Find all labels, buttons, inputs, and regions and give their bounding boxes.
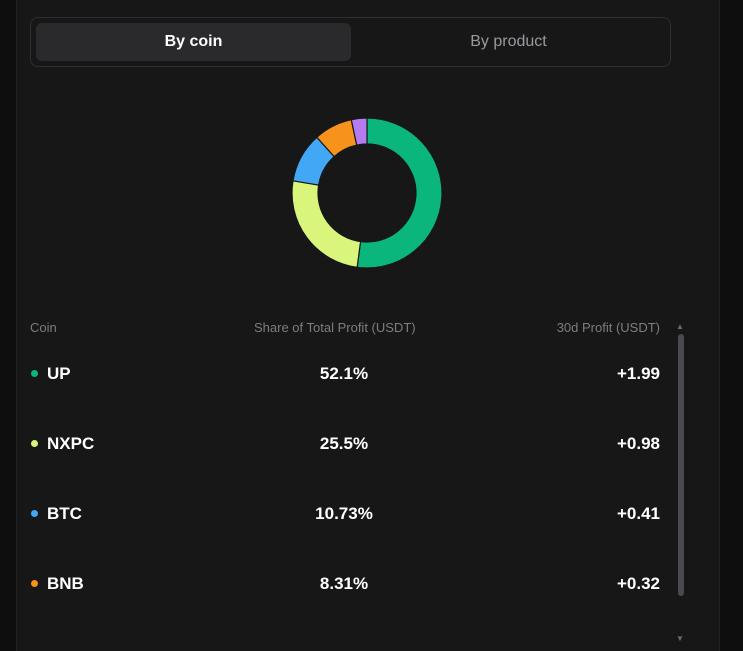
profit-30d: +0.32	[616, 574, 660, 593]
view-toggle: By coin By product	[30, 17, 671, 67]
coin-name: NXPC	[47, 434, 95, 453]
donut-slice-other	[350, 118, 368, 146]
scroll-down-arrow-icon[interactable]: ▼	[676, 634, 684, 643]
profit-share: 10.73%	[315, 504, 373, 523]
table-row: NXPC 25.5% +0.98	[30, 432, 660, 456]
column-header-30d-profit-label: 30d Profit (USDT)	[556, 320, 660, 335]
column-header-30d-profit[interactable]: 30d Profit (USDT)	[557, 320, 660, 335]
profit-30d: +1.99	[616, 364, 660, 383]
donut-slice-up	[356, 118, 443, 268]
donut-slice-nxpc	[291, 180, 362, 268]
table-scrollbar[interactable]: ▲ ▼	[676, 322, 686, 644]
coin-color-dot	[31, 510, 38, 517]
coin-name: UP	[47, 364, 71, 383]
profit-30d: +0.41	[616, 504, 660, 523]
profit-donut-chart	[291, 118, 443, 268]
scroll-up-arrow-icon[interactable]: ▲	[676, 322, 684, 331]
coin-name: BNB	[47, 574, 84, 593]
table-row: BNB 8.31% +0.32	[30, 572, 660, 596]
coin-color-dot	[31, 370, 38, 377]
table-header: Coin Share of Total Profit (USDT) 30d Pr…	[30, 320, 660, 338]
column-header-share: Share of Total Profit (USDT)	[254, 320, 416, 335]
scrollbar-thumb[interactable]	[678, 334, 684, 596]
table-row: UP 52.1% +1.99	[30, 362, 660, 386]
profit-breakdown-panel	[16, 0, 720, 651]
tab-by-coin[interactable]: By coin	[36, 23, 351, 61]
coin-color-dot	[31, 440, 38, 447]
profit-30d: +0.98	[616, 434, 660, 453]
profit-share: 25.5%	[319, 434, 369, 453]
coin-color-dot	[31, 580, 38, 587]
table-row: BTC 10.73% +0.41	[30, 502, 660, 526]
tab-by-product[interactable]: By product	[470, 33, 547, 50]
profit-share: 52.1%	[319, 364, 369, 383]
coin-name: BTC	[47, 504, 82, 523]
profit-share: 8.31%	[319, 574, 369, 593]
column-header-coin: Coin	[30, 320, 57, 335]
